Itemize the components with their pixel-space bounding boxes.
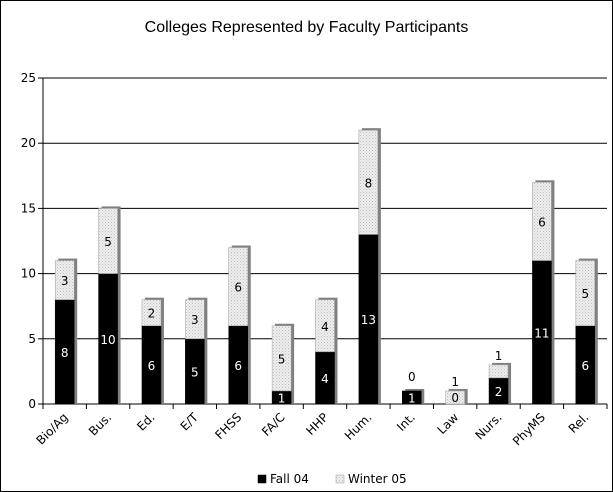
data-label-fall-04-ed: 6 — [148, 359, 156, 373]
bar-winter-05-nurs — [488, 364, 509, 379]
bar-winter-05-e-t — [185, 299, 205, 340]
x-tick-label-ed: Ed. — [134, 410, 157, 433]
x-tick-label-phyms: PhyMS — [510, 410, 548, 448]
data-label-winter-05-hum: 8 — [365, 176, 373, 190]
data-label-fall-04-hum: 13 — [361, 313, 376, 327]
data-label-fall-04-bio-ag: 8 — [61, 346, 69, 360]
data-label-fall-04-bus: 10 — [100, 333, 115, 347]
y-tick-label-15: 15 — [21, 201, 36, 215]
axes — [38, 77, 608, 409]
bar-winter-05-hhp — [315, 299, 335, 353]
data-label-winter-05-nurs: 1 — [495, 349, 503, 363]
data-label-fall-04-phyms: 11 — [534, 326, 549, 340]
bar-winter-05-law — [445, 390, 465, 405]
legend-swatch-fall-04 — [257, 474, 267, 484]
data-label-winter-05-phyms: 6 — [538, 215, 546, 229]
bar-winter-05-fhss — [228, 247, 248, 327]
legend: Fall 04 Winter 05 — [257, 472, 407, 486]
y-tick-label-25: 25 — [21, 71, 36, 85]
data-label-fall-04-rel: 6 — [581, 359, 589, 373]
x-tick-label-rel: Rel. — [566, 410, 592, 436]
data-label-winter-05-ed: 2 — [148, 307, 156, 321]
data-label-winter-05-fhss: 6 — [234, 281, 242, 295]
x-tick-label-hhp: HHP — [303, 410, 331, 438]
bar-fall-04-int — [402, 390, 422, 405]
data-label-fall-04-hhp: 4 — [321, 372, 329, 386]
bar-winter-05-ed — [141, 299, 162, 327]
bar-winter-05-bus — [98, 208, 118, 274]
data-label-fall-04-law: 0 — [451, 391, 459, 405]
data-label-winter-05-bio-ag: 3 — [61, 274, 69, 288]
data-label-winter-05-bus: 5 — [104, 235, 112, 249]
data-label-winter-05-hhp: 4 — [321, 320, 329, 334]
x-tick-label-int: Int. — [394, 410, 418, 434]
y-tick-label-5: 5 — [28, 332, 36, 346]
bar-winter-05-rel — [575, 260, 596, 327]
data-label-winter-05-law: 1 — [451, 375, 459, 389]
data-label-fall-04-fhss: 6 — [234, 359, 242, 373]
data-label-winter-05-e-t: 3 — [191, 313, 199, 327]
data-label-winter-05-rel: 5 — [581, 287, 589, 301]
data-label-fall-04-int: 1 — [408, 391, 416, 405]
y-tick-label-20: 20 — [21, 136, 36, 150]
data-label-fall-04-fa-c: 1 — [278, 391, 286, 405]
bar-winter-05-fa-c — [271, 325, 292, 392]
bar-winter-05-hum — [358, 129, 379, 235]
data-label-winter-05-int: 0 — [408, 370, 416, 384]
x-tick-label-law: Law — [435, 410, 462, 437]
x-tick-label-fhss: FHSS — [212, 410, 244, 442]
data-label-winter-05-fa-c: 5 — [278, 352, 286, 366]
data-label-fall-04-e-t: 5 — [191, 365, 199, 379]
bar-winter-05-bio-ag — [54, 260, 75, 300]
x-tick-label-nurs: Nurs. — [472, 410, 504, 442]
legend-label-fall-04: Fall 04 — [270, 472, 309, 486]
y-tick-label-0: 0 — [28, 397, 36, 411]
legend-swatch-winter-05 — [335, 474, 345, 484]
chart-title: Colleges Represented by Faculty Particip… — [144, 19, 469, 36]
x-tick-label-hum: Hum. — [342, 410, 375, 443]
y-tick-label-10: 10 — [21, 267, 36, 281]
x-tick-label-fa-c: FA/C — [259, 410, 288, 439]
bar-winter-05-phyms — [532, 182, 552, 261]
bars — [54, 128, 598, 405]
x-tick-label-bus: Bus. — [86, 410, 114, 438]
legend-label-winter-05: Winter 05 — [348, 472, 407, 486]
x-tick-label-e-t: E/T — [178, 410, 202, 434]
x-tick-label-bio-ag: Bio/Ag — [33, 410, 70, 447]
data-label-fall-04-nurs: 2 — [495, 385, 503, 399]
